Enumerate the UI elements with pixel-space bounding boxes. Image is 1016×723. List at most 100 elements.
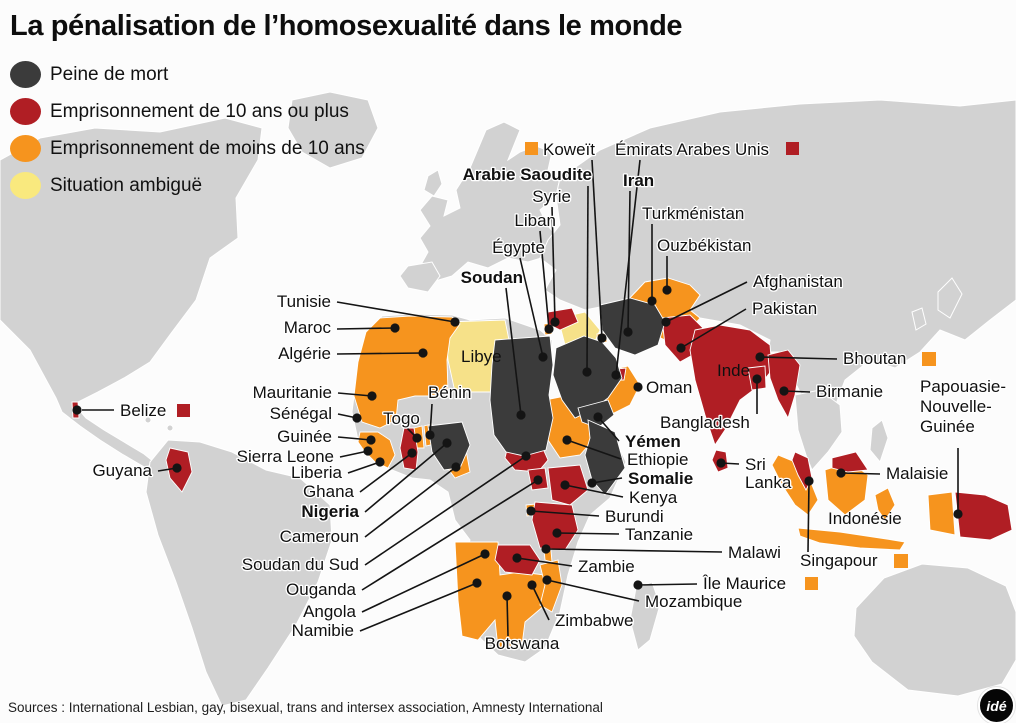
map-label-yemen: Yémen — [625, 432, 681, 451]
leader-lines — [72, 159, 963, 637]
map-label-bhoutan: Bhoutan — [843, 349, 906, 368]
map-label-angola: Angola — [303, 602, 356, 621]
map-dot-turkmenistan — [647, 296, 657, 306]
map-label-botswana: Botswana — [485, 634, 560, 653]
map-dot-malaisie — [836, 468, 846, 478]
leader-line-ile-maurice — [637, 583, 698, 586]
map-dot-maroc — [390, 323, 400, 333]
map-dot-burundi — [526, 506, 536, 516]
region-iberia — [399, 261, 441, 293]
map-label-pakistan: Pakistan — [752, 299, 817, 318]
map-label-indonesie: Indonésie — [828, 509, 902, 528]
map-label-birmanie: Birmanie — [816, 382, 883, 401]
leader-line-namibie — [359, 582, 478, 632]
leader-line-sierra-leone — [339, 450, 369, 458]
map-label-liberia: Liberia — [291, 463, 343, 482]
map-label-senegal: Sénégal — [270, 404, 332, 423]
region-mozambique — [539, 559, 563, 613]
map-label-belize: Belize — [120, 401, 166, 420]
leader-line-zimbabwe — [531, 584, 550, 621]
region-caribbean-island — [166, 424, 174, 432]
map-dot-soudan — [516, 410, 526, 420]
map-dot-benin — [425, 430, 435, 440]
leader-line-mauritanie — [337, 392, 373, 397]
region-egypt-sudan-chad — [489, 335, 554, 457]
map-dot-senegal — [352, 413, 362, 423]
leader-line-ethiopie — [566, 439, 622, 460]
map-label-burundi: Burundi — [605, 507, 664, 526]
map-labels: Koweït Émirats Arabes Unis Arabie Saoudite… — [91, 139, 1007, 655]
map-label-guinee: Guinée — [277, 427, 332, 446]
leader-line-yemen — [597, 416, 620, 442]
map-dot-guinee — [366, 435, 376, 445]
map-label-guyana: Guyana — [92, 461, 152, 480]
map-label-arabie-saoudite: Arabie Saoudite — [463, 165, 592, 184]
map-dot-zambie — [512, 553, 522, 563]
leader-line-syrie — [551, 206, 556, 323]
map-dot-sri-lanka — [716, 458, 726, 468]
leader-line-angola — [361, 553, 486, 613]
leader-line-iran — [627, 190, 631, 333]
map-label-ouganda: Ouganda — [286, 580, 356, 599]
leader-line-singapour — [807, 480, 810, 553]
leader-line-malawi — [545, 548, 723, 553]
map-dot-liberia — [375, 457, 385, 467]
region-korea — [911, 307, 927, 331]
map-dot-ethiopie — [562, 435, 572, 445]
leader-line-botswana — [506, 595, 509, 637]
legend-label: Emprisonnement de 10 ans ou plus — [50, 100, 349, 122]
map-dot-afghanistan — [661, 317, 671, 327]
leader-line-pakistan — [680, 308, 747, 349]
legend-swatch — [10, 98, 41, 125]
leader-line-benin — [429, 403, 433, 436]
map-label-tunisie: Tunisie — [277, 292, 331, 311]
map-dot-somalie — [587, 478, 597, 488]
map-dot-namibie — [472, 578, 482, 588]
map-label-ghana: Ghana — [303, 482, 355, 501]
map-label-liban: Liban — [514, 211, 556, 230]
map-dot-ouzbekistan — [662, 285, 672, 295]
map-dot-soudan-du-sud — [521, 451, 531, 461]
region-myanmar — [767, 349, 801, 420]
region-india — [689, 324, 773, 447]
region-sulawesi — [874, 487, 896, 521]
map-dot-koweit — [597, 333, 607, 343]
map-label-papouasie-nouvelle-guinee: Papouasie-Nouvelle-Guinée — [920, 377, 1006, 436]
map-label-malawi: Malawi — [728, 543, 781, 562]
leader-line-somalie — [591, 477, 623, 484]
map-dot-togo — [412, 433, 422, 443]
map-dot-singapour — [804, 476, 814, 486]
map-dot-emirats-arabes-unis — [611, 370, 621, 380]
region-japan — [937, 277, 963, 319]
region-philippines — [869, 419, 889, 464]
map-dot-yemen — [593, 412, 603, 422]
map-label-koweit: Koweït — [543, 140, 595, 159]
continent-south-america — [145, 439, 333, 707]
leader-line-koweit — [591, 159, 603, 339]
leader-line-cameroun — [364, 466, 457, 538]
region-caribbean-island — [124, 410, 132, 418]
leader-line-arabie-saoudite — [586, 185, 589, 373]
map-dot-ile-maurice — [633, 580, 643, 590]
map-dot-syrie — [550, 317, 560, 327]
region-west-new-guinea — [927, 491, 956, 536]
map-label-zimbabwe: Zimbabwe — [555, 611, 633, 630]
map-dot-liban — [544, 324, 554, 334]
map-dot-papouasie-nouvelle-guinee — [953, 509, 963, 519]
legend-swatch — [10, 135, 41, 162]
map-label-bangladesh: Bangladesh — [660, 413, 750, 432]
map-label-cameroun: Cameroun — [280, 527, 359, 546]
map-dot-tanzanie — [552, 528, 562, 538]
region-java-lesser-sunda — [797, 527, 906, 551]
region-southern-africa — [454, 541, 546, 649]
map-label-sri-lanka: Sri Lanka — [745, 455, 792, 492]
label-square-singapour — [894, 554, 908, 568]
map-dot-ghana — [407, 448, 417, 458]
leader-line-algerie — [336, 352, 424, 355]
legend-item-emprisonnement-de-moins-de-10-ans: Emprisonnement de moins de 10 ans — [10, 130, 365, 167]
leader-line-bhoutan — [759, 356, 838, 360]
legend-label: Peine de mort — [50, 63, 169, 85]
leader-line-egypte — [519, 257, 544, 358]
leader-line-liban — [539, 230, 550, 330]
